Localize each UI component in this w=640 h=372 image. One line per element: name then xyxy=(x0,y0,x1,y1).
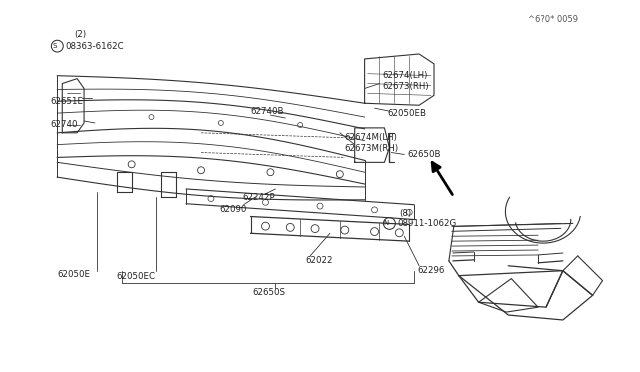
Text: 62650B: 62650B xyxy=(407,150,441,159)
Text: 62674(LH): 62674(LH) xyxy=(383,71,428,80)
Text: 62651E: 62651E xyxy=(51,97,83,106)
Text: 08911-1062G: 08911-1062G xyxy=(397,219,456,228)
Text: 62673(RH): 62673(RH) xyxy=(383,82,429,91)
Text: 08363-6162C: 08363-6162C xyxy=(65,42,124,51)
Text: 62242P: 62242P xyxy=(243,193,275,202)
Text: 62050E: 62050E xyxy=(58,270,90,279)
Text: 62740B: 62740B xyxy=(251,107,284,116)
Text: S: S xyxy=(52,43,56,49)
Text: 62650S: 62650S xyxy=(253,288,285,297)
Text: 62740: 62740 xyxy=(51,121,78,129)
Text: (2): (2) xyxy=(74,30,86,39)
Text: 62674M(LH): 62674M(LH) xyxy=(345,133,397,142)
Text: 62022: 62022 xyxy=(305,256,333,265)
Text: 62296: 62296 xyxy=(417,266,445,275)
Text: 62090: 62090 xyxy=(219,205,246,214)
Text: N: N xyxy=(384,221,389,227)
Text: 62050EB: 62050EB xyxy=(387,109,426,118)
Text: 62050EC: 62050EC xyxy=(116,272,156,281)
Text: (8): (8) xyxy=(399,209,412,218)
Text: 62673M(RH): 62673M(RH) xyxy=(345,144,399,153)
Text: ^6?0* 0059: ^6?0* 0059 xyxy=(528,15,578,24)
